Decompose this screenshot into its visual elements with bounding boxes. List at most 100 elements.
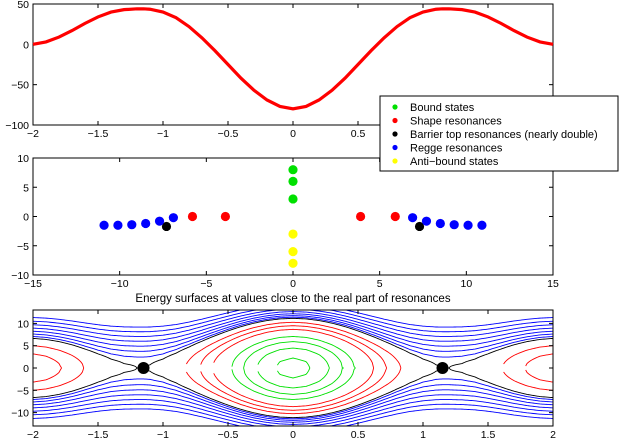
potential-x-tick-label: −1.5 xyxy=(88,128,109,140)
point-regge-resonances xyxy=(168,213,178,223)
spectrum-x-tick-label: 10 xyxy=(460,278,472,290)
point-regge-resonances xyxy=(421,216,432,226)
contour-regge xyxy=(33,316,553,358)
legend-label: Barrier top resonances (nearly double) xyxy=(410,129,598,141)
contour-regge xyxy=(33,384,553,421)
contour-bound xyxy=(243,341,344,369)
contour-bound xyxy=(231,335,356,369)
potential-x-tick-label: 0 xyxy=(290,128,296,140)
point-shape-resonances xyxy=(390,211,400,222)
spectrum-x-tick-label: 5 xyxy=(377,278,383,290)
potential-x-tick-label: 0.5 xyxy=(351,128,366,140)
energy-x-tick-label: 0 xyxy=(290,429,296,441)
contour-regge xyxy=(33,399,553,426)
contour-bound xyxy=(277,367,311,379)
energy-contours xyxy=(33,310,553,426)
potential-y-tick-label: −100 xyxy=(5,120,29,132)
energy-x-tick-label: −1.5 xyxy=(88,429,109,441)
contour-regge xyxy=(33,310,553,337)
legend-label: Shape resonances xyxy=(410,116,502,128)
point-shape-resonances xyxy=(220,211,230,222)
energy-y-tick-label: 5 xyxy=(23,341,29,353)
spectrum-points xyxy=(99,165,487,268)
point-bound-states xyxy=(288,165,298,175)
spectrum-y-tick-label: 0 xyxy=(23,212,29,224)
legend-marker xyxy=(392,158,398,164)
contour-regge xyxy=(33,378,553,420)
energy-surfaces-panel: Energy surfaces at values close to the r… xyxy=(11,293,556,441)
potential-x-tick-label: −0.5 xyxy=(218,128,239,140)
point-bound-states xyxy=(288,194,298,204)
contour-bound xyxy=(277,357,311,369)
point-regge-resonances xyxy=(435,218,445,229)
point-barrier-top-resonances-nearly-double xyxy=(414,221,425,232)
point-regge-resonances xyxy=(463,220,473,230)
legend-marker xyxy=(392,104,398,110)
separatrix-points xyxy=(137,362,449,374)
energy-y-ticks: −10 −5 0 5 10 xyxy=(11,318,553,420)
point-bound-states xyxy=(288,176,298,186)
legend-label: Regge resonances xyxy=(410,143,503,155)
energy-x-tick-label: −1 xyxy=(157,429,169,441)
contour-shape xyxy=(33,367,553,415)
energy-x-ticks: −2 −1.5 −1 −0.5 0 0.5 1 1.5 2 xyxy=(27,310,556,441)
energy-x-tick-label: 1.5 xyxy=(481,429,496,441)
potential-y-tick-label: −50 xyxy=(11,80,29,92)
point-regge-resonances xyxy=(127,220,137,230)
legend-label: Bound states xyxy=(410,102,475,114)
potential-x-tick-label: −2 xyxy=(27,128,39,140)
potential-series-line xyxy=(32,7,554,111)
point-shape-resonances xyxy=(356,211,366,222)
energy-y-tick-label: 0 xyxy=(23,363,29,375)
point-shape-resonances xyxy=(187,211,198,222)
energy-x-tick-label: −0.5 xyxy=(218,429,239,441)
energy-y-tick-label: −10 xyxy=(11,408,29,420)
point-regge-resonances xyxy=(154,216,165,226)
contour-barrier xyxy=(33,317,553,369)
point-anti-bound-states xyxy=(288,247,298,257)
contour-barrier xyxy=(33,367,553,419)
energy-x-tick-label: −2 xyxy=(27,429,39,441)
energy-axes-frame xyxy=(32,309,554,427)
contour-regge xyxy=(33,408,553,426)
contour-regge xyxy=(33,310,553,328)
spectrum-x-tick-label: −10 xyxy=(111,278,129,290)
point-regge-resonances xyxy=(449,220,459,230)
spectrum-x-tick-label: 0 xyxy=(290,278,296,290)
point-barrier-top-resonances-nearly-double xyxy=(161,221,172,232)
potential-y-tick-label: 0 xyxy=(23,39,29,51)
contour-shape xyxy=(33,325,553,369)
contour-regge xyxy=(33,403,553,426)
point-anti-bound-states xyxy=(288,229,298,239)
energy-y-tick-label: 10 xyxy=(17,318,29,330)
spectrum-y-tick-label: −5 xyxy=(17,241,29,253)
energy-x-tick-label: 0.5 xyxy=(351,429,366,441)
point-regge-resonances xyxy=(477,220,487,230)
contour-shape xyxy=(213,367,375,408)
spectrum-x-tick-label: 15 xyxy=(547,278,559,290)
point-anti-bound-states xyxy=(288,258,298,268)
energy-x-tick-label: 2 xyxy=(550,429,556,441)
potential-y-tick-label: 50 xyxy=(17,0,29,11)
energy-surfaces-title: Energy surfaces at values close to the r… xyxy=(135,293,450,305)
energy-y-tick-label: −5 xyxy=(17,385,29,397)
contour-regge xyxy=(33,315,553,352)
point-regge-resonances xyxy=(408,213,418,223)
contour-shape xyxy=(213,328,375,369)
legend-marker xyxy=(392,131,398,137)
legend-label: Anti−bound states xyxy=(410,156,499,168)
spectrum-x-tick-label: −5 xyxy=(200,278,212,290)
contour-bound xyxy=(257,347,330,369)
separatrix-point xyxy=(137,362,150,374)
contour-bound xyxy=(243,367,344,395)
contour-bound xyxy=(257,367,330,389)
legend-box xyxy=(379,95,619,172)
spectrum-x-tick-label: −15 xyxy=(24,278,42,290)
potential-x-tick-label: −1 xyxy=(157,128,169,140)
spectrum-y-ticks: −10 −5 0 5 10 xyxy=(11,153,553,282)
spectrum-y-tick-label: 10 xyxy=(17,153,29,165)
spectrum-y-tick-label: −10 xyxy=(11,270,29,282)
